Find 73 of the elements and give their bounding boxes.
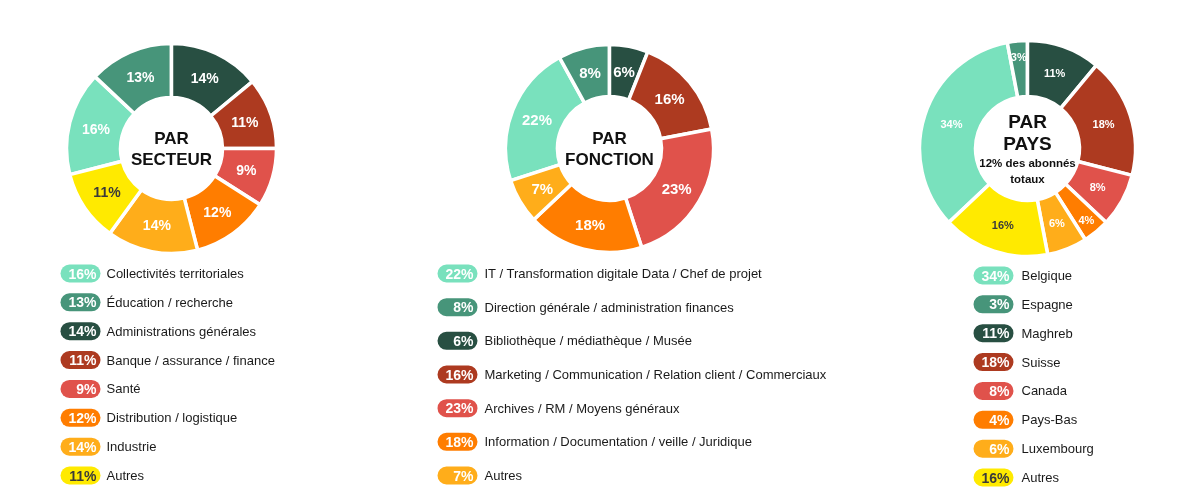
data-label: 6%: [613, 63, 635, 81]
legend-label: Banque / assurance / finance: [106, 352, 275, 368]
data-label: 4%: [1078, 213, 1095, 226]
text: 11%: [982, 325, 1010, 342]
data-label: 3%: [1010, 50, 1027, 63]
legend-label: Espagne: [1021, 296, 1073, 312]
text: 11%: [69, 352, 97, 369]
text: 7%: [453, 467, 474, 484]
text: 14%: [68, 438, 97, 455]
legend-label: Maghreb: [1021, 325, 1073, 341]
data-label: 23%: [661, 179, 692, 197]
text: 6%: [989, 440, 1010, 457]
text: 13%: [68, 294, 97, 311]
text: 18%: [445, 433, 474, 450]
text: 11%: [69, 467, 97, 484]
text: 3%: [989, 296, 1010, 313]
legend-label: Autres: [484, 468, 523, 483]
legend-label: Autres: [106, 468, 145, 483]
data-label: 9%: [236, 162, 258, 179]
data-label: 14%: [190, 69, 220, 86]
legend-label: IT / Transformation digitale Data / Chef de projet: [484, 266, 763, 281]
legend-label: Direction générale / administration finances: [484, 299, 735, 315]
data-label: 11%: [93, 184, 122, 201]
data-label: 16%: [81, 121, 111, 138]
legend-label: Collectivités territoriales: [106, 266, 245, 281]
legend-label: Pays-Bas: [1021, 412, 1078, 428]
data-label: 11%: [1043, 67, 1066, 80]
text: 16%: [981, 469, 1010, 486]
text: PAR SECTEUR: [130, 128, 213, 169]
data-label: 16%: [654, 90, 685, 108]
legend-label: Bibliothèque / médiathèque / Musée: [484, 333, 692, 349]
data-label: 12%: [203, 203, 232, 220]
text: 16%: [68, 265, 97, 282]
text: 8%: [989, 382, 1010, 399]
data-label: 8%: [1089, 181, 1106, 194]
text: 8%: [453, 299, 474, 316]
data-label: 14%: [142, 217, 172, 234]
data-label: 8%: [579, 64, 601, 82]
legend-label: Santé: [106, 381, 141, 397]
text: PAR PAYS: [1003, 111, 1052, 154]
text: 9%: [76, 380, 97, 397]
legend-label: Éducation / recherche: [106, 294, 233, 310]
legend-label: Distribution / logistique: [106, 410, 238, 426]
data-label: 22%: [521, 111, 552, 129]
data-label: 18%: [1092, 117, 1115, 130]
data-label: 16%: [991, 218, 1015, 231]
text: 12%: [68, 409, 97, 426]
data-label: 34%: [940, 117, 963, 130]
legend-label: Industrie: [106, 439, 157, 455]
text: 22%: [445, 265, 474, 282]
text: 18%: [981, 354, 1010, 371]
data-label: 13%: [126, 68, 156, 85]
text: 16%: [445, 366, 474, 383]
text: 4%: [989, 411, 1010, 428]
legend-label: Belgique: [1021, 268, 1073, 283]
legend-label: Administrations générales: [106, 323, 257, 339]
data-label: 7%: [531, 179, 554, 197]
legend-label: Information / Documentation / veille / Juridique: [484, 434, 752, 450]
legend-label: Marketing / Communication / Relation client / Commerciaux: [484, 367, 827, 382]
data-label: 6%: [1049, 216, 1066, 229]
text: 34%: [981, 267, 1010, 284]
legend-label: Canada: [1021, 383, 1068, 399]
text: 14%: [68, 323, 97, 340]
text: 6%: [453, 332, 474, 349]
data-label: 18%: [575, 215, 606, 233]
text: 23%: [445, 400, 474, 417]
text: PAR FONCTION: [565, 128, 654, 169]
legend-label: Suisse: [1021, 354, 1061, 370]
legend-label: Autres: [1021, 470, 1060, 485]
legend-label: Archives / RM / Moyens généraux: [484, 400, 681, 416]
data-label: 11%: [231, 114, 260, 131]
text: 12% des abonnés totaux: [979, 156, 1076, 185]
legend-label: Luxembourg: [1021, 441, 1094, 457]
